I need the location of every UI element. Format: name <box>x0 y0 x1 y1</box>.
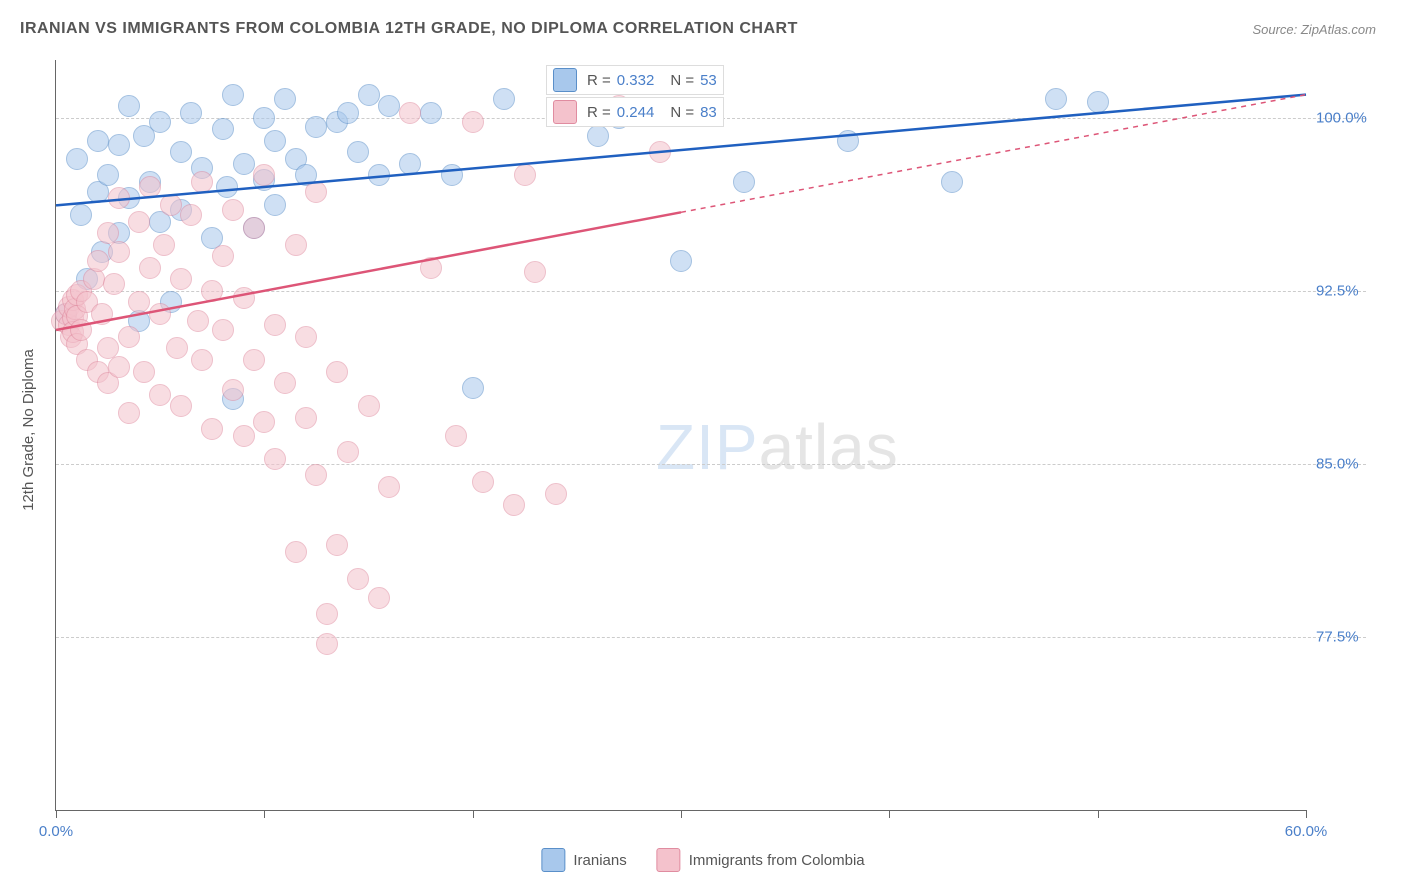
y-tick-label: 85.0% <box>1316 455 1359 472</box>
scatter-plot: R =0.332N =53R =0.244N =83 ZIPatlas 77.5… <box>55 60 1306 811</box>
y-tick-label: 92.5% <box>1316 282 1359 299</box>
legend-r-equals: R = <box>587 72 611 89</box>
legend-item: Immigrants from Colombia <box>657 848 865 872</box>
trend-line-solid <box>56 212 681 330</box>
x-tick <box>889 810 890 818</box>
x-tick <box>264 810 265 818</box>
y-tick-label: 100.0% <box>1316 109 1367 126</box>
x-tick <box>56 810 57 818</box>
trend-line-dashed <box>681 95 1306 213</box>
legend-label: Immigrants from Colombia <box>689 852 865 869</box>
chart-title: IRANIAN VS IMMIGRANTS FROM COLOMBIA 12TH… <box>20 20 798 38</box>
legend-n-equals: N = <box>670 104 694 121</box>
source-attribution: Source: ZipAtlas.com <box>1252 22 1376 37</box>
legend-row: R = 0.244 N = 83 <box>546 97 724 127</box>
legend-n-value: 83 <box>700 104 717 121</box>
legend-swatch <box>553 68 577 92</box>
legend-r-value: 0.244 <box>617 104 655 121</box>
legend-n-value: 53 <box>700 72 717 89</box>
y-tick-label: 77.5% <box>1316 628 1359 645</box>
x-tick <box>1306 810 1307 818</box>
trend-lines <box>56 60 1306 810</box>
series-legend: Iranians Immigrants from Colombia <box>541 848 864 872</box>
legend-r-equals: R = <box>587 104 611 121</box>
legend-r-value: 0.332 <box>617 72 655 89</box>
y-axis-label: 12th Grade, No Diploma <box>20 349 37 511</box>
x-tick-label: 60.0% <box>1285 823 1328 840</box>
legend-label: Iranians <box>573 852 626 869</box>
x-tick <box>1098 810 1099 818</box>
x-tick <box>681 810 682 818</box>
legend-swatch <box>541 848 565 872</box>
legend-n-equals: N = <box>670 72 694 89</box>
legend-item: Iranians <box>541 848 626 872</box>
x-tick-label: 0.0% <box>39 823 73 840</box>
legend-row: R = 0.332 N = 53 <box>546 65 724 95</box>
source-prefix: Source: <box>1252 22 1300 37</box>
source-name: ZipAtlas.com <box>1301 22 1376 37</box>
x-tick <box>473 810 474 818</box>
legend-swatch <box>553 100 577 124</box>
legend-swatch <box>657 848 681 872</box>
correlation-legend: R = 0.332 N = 53 R = 0.244 N = 83 <box>546 65 724 127</box>
